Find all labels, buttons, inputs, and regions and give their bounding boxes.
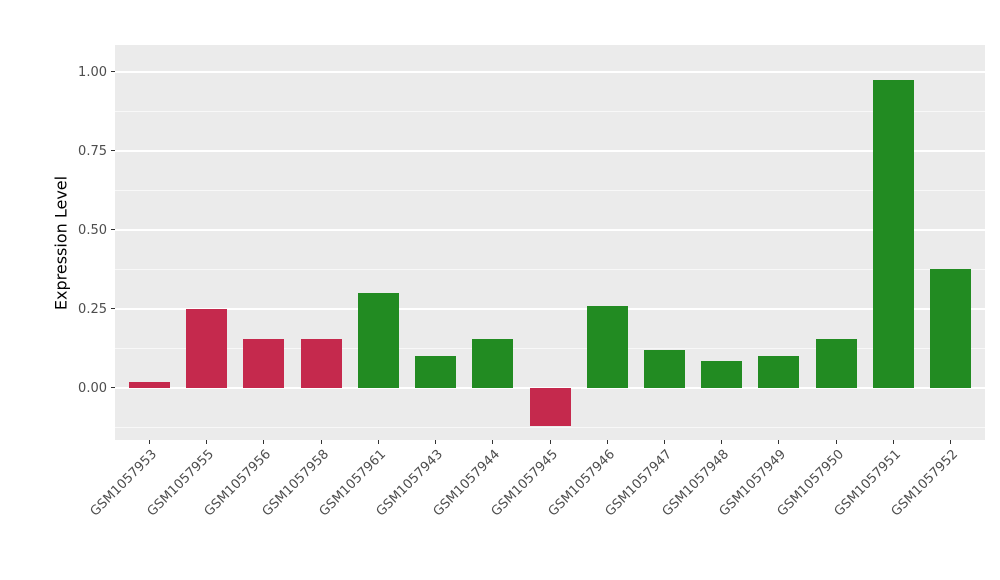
major-gridline [115, 70, 985, 73]
x-tick-mark [663, 440, 665, 444]
major-gridline [115, 149, 985, 152]
y-tick-mark [111, 229, 115, 231]
minor-gridline [115, 268, 985, 270]
plot-panel [115, 45, 985, 440]
x-tick-mark [320, 440, 322, 444]
minor-gridline [115, 189, 985, 191]
bar [243, 338, 284, 388]
x-tick-mark [549, 440, 551, 444]
y-axis-tick-label: 0.75 [78, 143, 107, 159]
bar [873, 79, 914, 388]
y-tick-mark [111, 387, 115, 389]
x-tick-mark [148, 440, 150, 444]
y-axis-tick-label: 1.00 [78, 64, 107, 80]
x-tick-mark [950, 440, 952, 444]
x-tick-mark [435, 440, 437, 444]
x-tick-mark [206, 440, 208, 444]
bar [930, 269, 971, 388]
x-tick-mark [606, 440, 608, 444]
minor-gridline [115, 110, 985, 112]
y-tick-mark [111, 308, 115, 310]
x-tick-mark [778, 440, 780, 444]
bar [415, 356, 456, 388]
y-tick-mark [111, 150, 115, 152]
major-gridline [115, 307, 985, 310]
bar [358, 293, 399, 388]
major-gridline [115, 228, 985, 231]
bar [758, 356, 799, 388]
y-axis-title: Expression Level [51, 175, 71, 311]
y-axis-tick-label: 0.00 [78, 380, 107, 396]
bar [472, 338, 513, 388]
y-axis-tick-label: 0.25 [78, 301, 107, 317]
minor-gridline [115, 426, 985, 428]
minor-gridline [115, 347, 985, 349]
bar [186, 308, 227, 388]
bar [587, 305, 628, 388]
y-tick-mark [111, 71, 115, 73]
x-tick-mark [892, 440, 894, 444]
bar [816, 338, 857, 388]
x-tick-mark [492, 440, 494, 444]
bar [301, 338, 342, 388]
x-tick-mark [721, 440, 723, 444]
x-tick-mark [263, 440, 265, 444]
y-axis-tick-label: 0.50 [78, 222, 107, 238]
bar [701, 361, 742, 388]
bar [129, 381, 170, 388]
x-tick-mark [377, 440, 379, 444]
x-tick-mark [835, 440, 837, 444]
bar [530, 387, 571, 426]
bar [644, 349, 685, 388]
